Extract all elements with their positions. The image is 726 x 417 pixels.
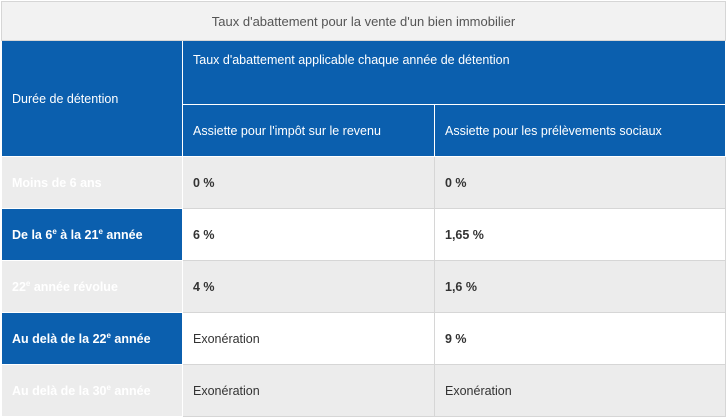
cell: Exonération: [182, 364, 435, 417]
label-text: année: [110, 332, 151, 347]
row-label: 22e année révolue: [1, 260, 183, 313]
group-header: Taux d'abattement applicable chaque anné…: [182, 40, 726, 105]
cell: 0 %: [182, 156, 435, 209]
row-label: De la 6e à la 21e année: [1, 208, 183, 261]
table-row: Au delà de la 22e année Exonération 9 %: [1, 312, 726, 365]
label-text: Au delà de la 30: [12, 384, 107, 399]
table-body: Moins de 6 ans 0 % 0 % De la 6e à la 21e an…: [1, 156, 726, 417]
label-text: Moins de 6 ans: [12, 175, 102, 190]
label-text: année révolue: [30, 280, 118, 295]
label-text: Au delà de la 22: [12, 332, 107, 347]
cell: Exonération: [434, 364, 726, 417]
table-row: Au delà de la 30e année Exonération Exonér…: [1, 364, 726, 417]
row-label: Moins de 6 ans: [1, 156, 183, 209]
column-header: Assiette pour l'impôt sur le revenu: [182, 104, 435, 157]
superscript: e: [98, 226, 103, 236]
table-row: Moins de 6 ans 0 % 0 %: [1, 156, 726, 209]
cell: 9 %: [434, 312, 726, 365]
label-text: 22: [12, 280, 26, 295]
cell: 1,65 %: [434, 208, 726, 261]
superscript: e: [25, 278, 31, 288]
label-text: De la 6: [12, 228, 53, 243]
column-header: Assiette pour les prélèvements sociaux: [434, 104, 726, 157]
cell: Exonération: [182, 312, 435, 365]
superscript: e: [106, 382, 111, 392]
table-row: De la 6e à la 21e année 6 % 1,65 %: [1, 208, 726, 261]
superscript: e: [106, 330, 111, 340]
superscript: e: [52, 226, 57, 236]
row-label: Au delà de la 30e année: [1, 364, 183, 417]
cell: 4 %: [182, 260, 435, 313]
caption: Taux d'abattement pour la vente d'un bie…: [1, 1, 726, 41]
table-row: 22e année révolue 4 % 1,6 %: [1, 260, 726, 313]
label-text: à la 21: [56, 228, 99, 243]
cell: 1,6 %: [434, 260, 726, 313]
row-label: Au delà de la 22e année: [1, 312, 183, 365]
row-header: Durée de détention: [1, 40, 183, 157]
label-text: année: [102, 228, 143, 243]
cell: 6 %: [182, 208, 435, 261]
label-text: année: [110, 384, 151, 399]
cell: 0 %: [434, 156, 726, 209]
